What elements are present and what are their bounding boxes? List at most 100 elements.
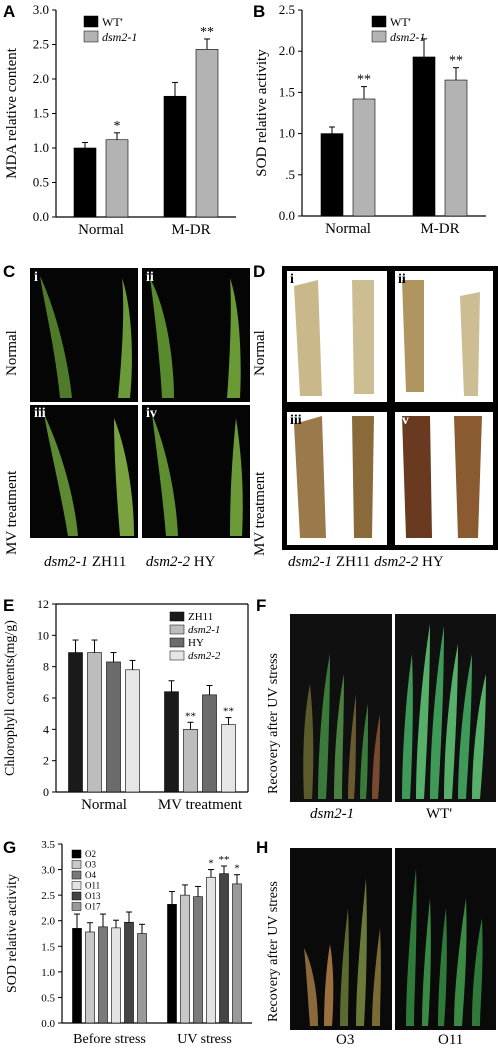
sod-bar-chart: 0.0 .5 1.0 1.5 2.0 2.5 SOD relative activity **… xyxy=(254,2,486,237)
bar xyxy=(106,661,121,793)
y-tick-label: 2.5 xyxy=(41,890,55,902)
legend-swatch xyxy=(83,30,99,43)
y-tick-label: 1.5 xyxy=(279,84,295,99)
legend-label: WT' xyxy=(102,15,123,29)
significance-mark: ** xyxy=(449,54,463,69)
panel-d-captions: dsm2-1 ZH11 dsm2-2 HY xyxy=(288,554,444,571)
bar xyxy=(124,921,134,1024)
category-label: Normal xyxy=(325,221,371,237)
panel-c-sub-iii: iii xyxy=(34,406,46,421)
significance-mark: ** xyxy=(219,854,230,866)
y-tick-label: 0.0 xyxy=(33,209,49,224)
significance-mark: * xyxy=(234,863,240,875)
legend-label: dsm2-1 xyxy=(390,30,425,44)
chlorophyll-bar-chart: 0 2 4 6 8 10 12 Chlorophyll contents(mg/g) Norma… xyxy=(3,597,249,813)
y-tick-label: 3.0 xyxy=(41,865,55,877)
bar xyxy=(98,926,108,1024)
panel-d-leaf-photo-right xyxy=(390,266,498,550)
panel-f-label: F xyxy=(256,596,267,615)
legend-swatch xyxy=(71,881,82,890)
panel-c-row-normal: Normal xyxy=(4,330,20,376)
legend-swatch xyxy=(71,870,82,880)
legend-swatch xyxy=(169,624,185,635)
legend-label: HY xyxy=(188,637,204,649)
legend-swatch xyxy=(71,902,82,911)
panel-c-leaf-photo-right xyxy=(142,268,250,538)
legend-swatch xyxy=(169,650,185,661)
category-label: UV stress xyxy=(177,1032,232,1047)
category-label: Before stress xyxy=(73,1032,146,1047)
bar xyxy=(167,904,177,1024)
panel-d-row-mv: MV treatment xyxy=(252,471,268,556)
bar xyxy=(202,694,217,793)
y-tick-label: 1.5 xyxy=(33,106,49,121)
panel-d-caption-dsm2-2: dsm2-2 xyxy=(374,554,419,570)
y-tick-label: 2.0 xyxy=(33,71,49,86)
y-tick-label: 3.0 xyxy=(33,2,49,17)
panel-b-label: B xyxy=(253,2,266,21)
panel-d-leaf-photo-left xyxy=(282,266,392,550)
bar xyxy=(195,49,219,218)
panel-c-leaf-photo-left xyxy=(30,268,138,538)
y-tick-label: 12 xyxy=(37,597,49,611)
panel-f-captions: dsm2-1 xyxy=(310,806,354,823)
significance-mark: ** xyxy=(223,706,234,718)
panel-f-caption-dsm2-1: dsm2-1 xyxy=(310,806,355,822)
panel-d-sub-i: i xyxy=(290,272,294,287)
y-tick-label: 2.0 xyxy=(41,916,55,928)
y-axis-label: SOD relative activity xyxy=(254,49,270,177)
legend-label: dsm2-2 xyxy=(188,650,221,662)
legend-swatch xyxy=(371,30,387,43)
panel-c-caption-dsm2-2: dsm2-2 xyxy=(145,554,191,570)
panel-g-label: G xyxy=(3,838,17,857)
category-label: MV treatment xyxy=(158,797,243,813)
legend-label: O4 xyxy=(85,870,96,880)
bar xyxy=(180,894,190,1024)
panel-d-sub-ii: ii xyxy=(398,272,406,287)
panel-d-label: D xyxy=(253,262,266,281)
bar xyxy=(352,98,376,217)
significance-mark: ** xyxy=(185,710,196,722)
y-tick-label: 0.5 xyxy=(33,175,49,190)
panel-h-caption-o3: O3 xyxy=(336,1032,355,1048)
panel-d-caption-dsm2-1: dsm2-1 xyxy=(288,554,333,570)
panel-c-sub-iv: iv xyxy=(146,406,157,421)
panel-e-label: E xyxy=(3,596,15,615)
y-tick-label: 1.0 xyxy=(33,140,49,155)
category-label: Normal xyxy=(78,222,124,238)
panel-a-label: A xyxy=(3,2,16,21)
y-tick-label: 8 xyxy=(43,660,49,674)
bar xyxy=(164,691,179,793)
legend-label: O17 xyxy=(85,902,101,912)
bar xyxy=(73,147,97,218)
legend-swatch xyxy=(169,637,185,648)
panel-c-caption-zh11: ZH11 xyxy=(91,554,127,570)
significance-mark: * xyxy=(208,858,214,870)
legend-swatch xyxy=(71,860,82,869)
bar xyxy=(221,724,236,793)
y-tick-label: 1.0 xyxy=(41,967,55,979)
panel-c-row-mv: MV treatment xyxy=(4,470,20,555)
legend-swatch xyxy=(371,15,387,28)
bar xyxy=(412,56,436,217)
panel-h-label: H xyxy=(256,838,269,857)
panel-f-caption-wt: WT' xyxy=(426,806,453,822)
y-tick-label: 0.0 xyxy=(279,208,295,223)
legend-swatch xyxy=(71,849,82,859)
bar xyxy=(163,95,187,218)
panel-c-captions: dsm2-1 ZH11 dsm2-2 HY xyxy=(44,554,215,571)
panel-c-caption-hy: HY xyxy=(193,554,216,570)
y-tick-label: 1.5 xyxy=(41,941,55,953)
panel-d-sub-iv: iv xyxy=(398,413,409,428)
bar xyxy=(111,927,121,1024)
category-label: M-DR xyxy=(171,222,210,238)
mda-bar-chart: 0.0 0.5 1.0 1.5 2.0 2.5 3.0 MDA relative conten… xyxy=(4,2,236,238)
bar xyxy=(183,729,198,793)
y-tick-label: 2 xyxy=(43,754,49,768)
panel-h-side-label: Recovery after UV stress xyxy=(266,881,281,1022)
bar xyxy=(444,79,468,217)
legend-swatch xyxy=(83,15,99,28)
legend-label: O3 xyxy=(85,860,96,870)
panel-d-caption-zh11: ZH11 xyxy=(335,554,371,570)
panel-d-caption-hy: HY xyxy=(422,554,444,570)
